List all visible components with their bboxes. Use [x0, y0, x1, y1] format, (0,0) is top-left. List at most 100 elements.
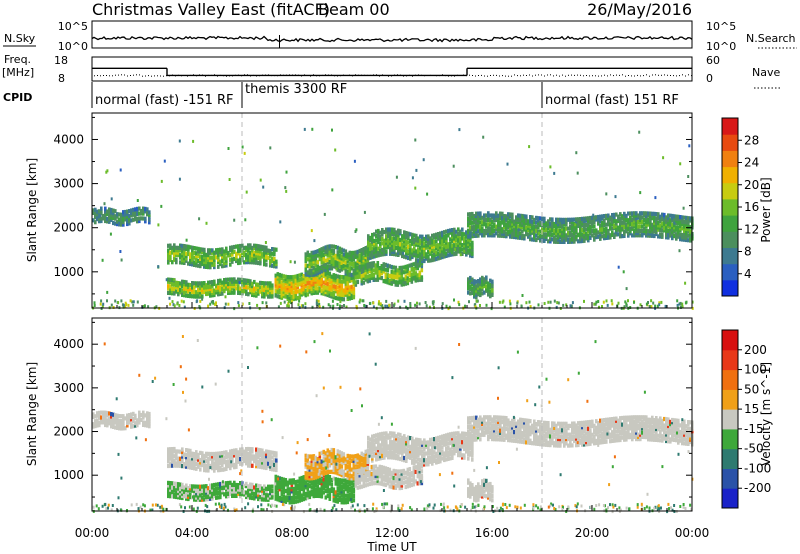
- echo-cell: [599, 227, 602, 232]
- echo-cell: [183, 452, 186, 457]
- echo-cell: [437, 243, 440, 248]
- echo-cell: [393, 227, 396, 232]
- echo-cell: [389, 242, 392, 247]
- echo-cell: [296, 285, 300, 290]
- echo-cell: [122, 222, 125, 227]
- echo-cell: [169, 461, 172, 466]
- echo-cell: [215, 491, 218, 496]
- echo-cell: [332, 262, 336, 267]
- echo-cell: [280, 284, 284, 289]
- echo-cell: [114, 418, 117, 423]
- echo-cell: [489, 233, 492, 238]
- echo-cell: [320, 270, 323, 274]
- echo-cell: [197, 290, 200, 295]
- echo-cell: [116, 413, 119, 418]
- echo-cell: [377, 302, 380, 306]
- echo-cell: [199, 467, 202, 472]
- nave-dot: [214, 74, 215, 76]
- echo-cell: [397, 233, 400, 238]
- echo-cell: [261, 244, 264, 250]
- echo-cell: [346, 480, 350, 485]
- echo-cell: [661, 232, 664, 237]
- echo-cell: [396, 270, 400, 275]
- echo-cell: [259, 285, 262, 290]
- echo-cell: [613, 212, 616, 217]
- echo-cell: [416, 273, 420, 278]
- echo-cell: [559, 217, 562, 222]
- echo-cell: [489, 278, 492, 283]
- echo-cell: [394, 282, 398, 287]
- echo-cell: [181, 290, 184, 295]
- echo-cell: [391, 243, 394, 248]
- echo-cell: [173, 255, 176, 260]
- echo-cell: [338, 478, 342, 483]
- echo-cell: [146, 411, 149, 416]
- echo-cell: [177, 281, 180, 286]
- echo-cell: [679, 237, 682, 242]
- echo-cell: [175, 481, 178, 486]
- echo-cell: [308, 469, 312, 474]
- nave-dot: [367, 74, 368, 76]
- echo-cell: [269, 285, 272, 290]
- echo-cell: [338, 292, 342, 297]
- echo-cell: [603, 218, 606, 223]
- echo-cell: [322, 268, 326, 273]
- echo-cell: [211, 459, 214, 464]
- echo-cell: [651, 213, 654, 219]
- nave-dot: [199, 74, 200, 76]
- echo-cell: [308, 465, 312, 470]
- echo-cell: [177, 461, 180, 466]
- echo-cell: [280, 291, 284, 296]
- echo-cell: [255, 454, 258, 459]
- echo-cell: [545, 234, 548, 239]
- echo-cell: [261, 497, 264, 502]
- echo-cell: [312, 265, 316, 271]
- echo-cell: [679, 223, 682, 228]
- echo-cell: [177, 463, 180, 468]
- echo-cell: [515, 233, 518, 238]
- echo-cell: [310, 467, 314, 472]
- echo-cell: [402, 279, 406, 284]
- echo-cell: [401, 247, 404, 252]
- echo-cell: [179, 463, 182, 468]
- echo-cell: [557, 235, 560, 240]
- echo-cell: [255, 255, 258, 260]
- echo-cell: [501, 213, 504, 219]
- echo-cell: [191, 281, 194, 286]
- echo-cell: [181, 281, 184, 286]
- echo-cell: [282, 285, 286, 290]
- echo-cell: [619, 229, 622, 234]
- echo-cell: [356, 254, 360, 259]
- echo-cell: [631, 217, 634, 223]
- echo-cell: [284, 480, 288, 485]
- echo-cell: [326, 275, 330, 280]
- echo-cell: [487, 222, 490, 227]
- echo-cell: [617, 232, 620, 237]
- echo-cell: [175, 257, 178, 262]
- echo-cell: [431, 242, 434, 247]
- echo-cell: [579, 230, 582, 235]
- echo-cell: [394, 280, 398, 285]
- nave-dot: [658, 74, 659, 76]
- echo-cell: [354, 254, 358, 259]
- echo-cell: [221, 287, 224, 292]
- echo-cell: [324, 482, 328, 487]
- nave-dot: [310, 75, 311, 77]
- echo-cell: [479, 231, 482, 236]
- echo-cell: [497, 226, 500, 232]
- echo-cell: [342, 288, 346, 293]
- echo-cell: [265, 285, 268, 290]
- echo-cell: [274, 282, 278, 287]
- echo-cell: [178, 139, 181, 143]
- echo-cell: [207, 451, 210, 456]
- echo-cell: [379, 230, 382, 235]
- echo-cell: [605, 213, 608, 218]
- echo-cell: [104, 209, 107, 214]
- echo-cell: [409, 256, 412, 261]
- echo-cell: [392, 272, 396, 277]
- echo-cell: [374, 265, 378, 270]
- echo-cell: [517, 224, 520, 229]
- echo-cell: [399, 244, 402, 249]
- echo-cell: [239, 457, 242, 462]
- echo-cell: [583, 223, 586, 228]
